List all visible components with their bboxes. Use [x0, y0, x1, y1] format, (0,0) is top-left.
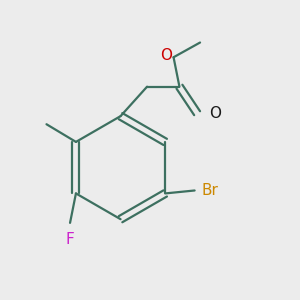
Text: Br: Br: [202, 183, 219, 198]
Text: F: F: [66, 232, 74, 247]
Text: O: O: [209, 106, 221, 121]
Text: O: O: [160, 48, 172, 63]
